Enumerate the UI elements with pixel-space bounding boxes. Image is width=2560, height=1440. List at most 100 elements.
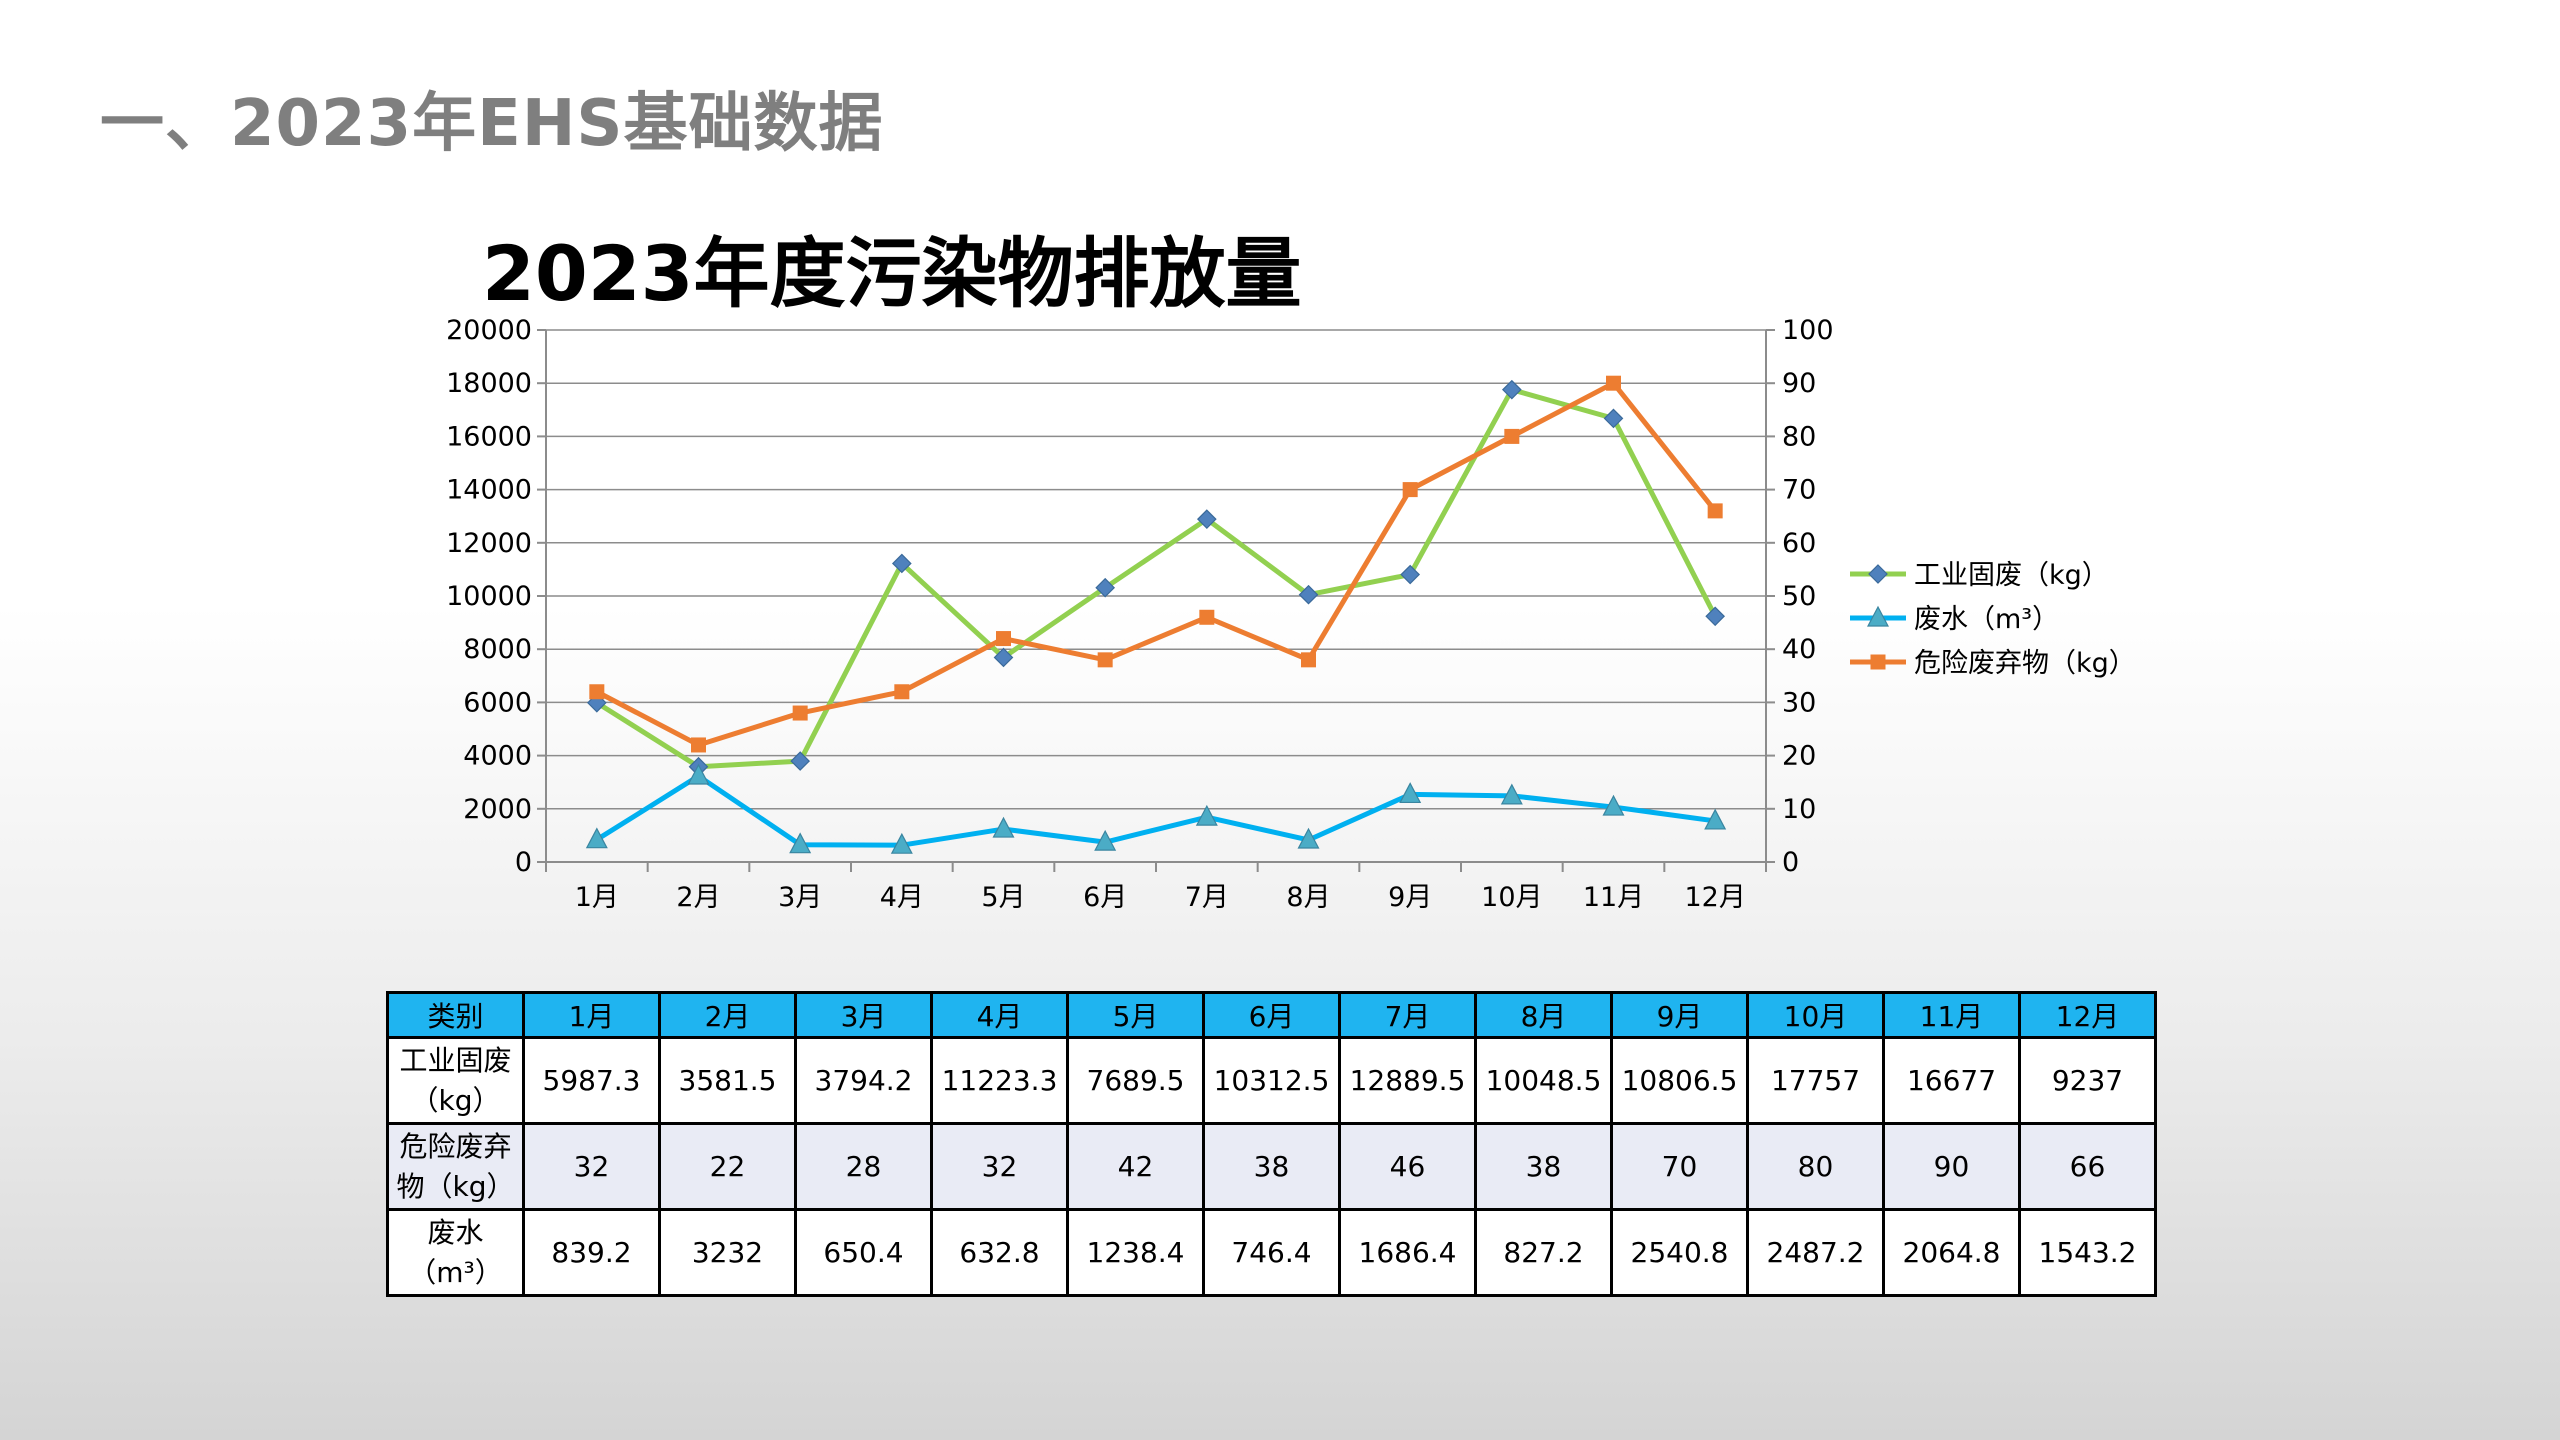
y-left-tick-label: 18000 bbox=[446, 368, 532, 399]
y-left-tick-label: 16000 bbox=[446, 421, 532, 452]
legend-marker bbox=[1870, 654, 1886, 670]
header-month: 6月 bbox=[1202, 991, 1341, 1039]
data-point bbox=[1606, 375, 1621, 391]
data-point bbox=[1707, 503, 1723, 519]
y-right-tick-label: 30 bbox=[1782, 687, 1816, 718]
header-month: 10月 bbox=[1746, 991, 1885, 1039]
table-cell: 10048.5 bbox=[1474, 1036, 1613, 1125]
header-month: 2月 bbox=[658, 991, 797, 1039]
y-left-tick-label: 20000 bbox=[446, 315, 532, 346]
data-point bbox=[789, 832, 812, 854]
series-line bbox=[595, 380, 1718, 748]
data-point bbox=[589, 684, 605, 700]
data-point bbox=[1195, 804, 1218, 826]
data-point bbox=[1196, 509, 1217, 529]
x-tick-label: 12月 bbox=[1684, 882, 1745, 913]
y-right-tick-label: 100 bbox=[1782, 315, 1834, 346]
table-cell: 70 bbox=[1610, 1122, 1749, 1211]
table-cell: 2487.2 bbox=[1746, 1208, 1885, 1297]
x-tick-label: 4月 bbox=[880, 882, 924, 913]
data-point bbox=[1399, 782, 1422, 804]
y-left-tick-label: 6000 bbox=[463, 687, 532, 718]
x-tick-label: 8月 bbox=[1286, 882, 1330, 913]
header-category: 类别 bbox=[386, 991, 525, 1039]
table-cell: 1238.4 bbox=[1066, 1208, 1205, 1297]
x-tick-label: 11月 bbox=[1583, 882, 1644, 913]
data-point bbox=[1602, 794, 1625, 816]
table-cell: 2540.8 bbox=[1610, 1208, 1749, 1297]
data-point bbox=[1500, 783, 1523, 805]
data-point bbox=[1298, 584, 1319, 605]
legend-entry: 危险废弃物（kg） bbox=[1914, 648, 2136, 679]
table-cell: 38 bbox=[1202, 1122, 1341, 1211]
data-point bbox=[891, 553, 912, 574]
table-row: 危险废弃 物（kg） 32 22 28 32 42 38 46 38 70 80 90 66 bbox=[386, 1122, 2157, 1211]
table-cell: 9237 bbox=[2018, 1036, 2157, 1125]
x-tick-label: 5月 bbox=[981, 882, 1025, 913]
table-cell: 22 bbox=[658, 1122, 797, 1211]
table-cell: 11223.3 bbox=[930, 1036, 1069, 1125]
data-point bbox=[1097, 652, 1113, 668]
data-point bbox=[1402, 482, 1418, 498]
data-point bbox=[993, 647, 1014, 668]
table-cell: 32 bbox=[522, 1122, 661, 1211]
legend-entry: 工业固废（kg） bbox=[1914, 560, 2109, 591]
table-cell: 46 bbox=[1338, 1122, 1477, 1211]
y-right-tick-label: 80 bbox=[1782, 421, 1816, 452]
row-label-line: （kg） bbox=[410, 1083, 501, 1117]
y-left-tick-label: 2000 bbox=[463, 794, 532, 825]
table-cell: 38 bbox=[1474, 1122, 1613, 1211]
chart-title: 2023年度污染物排放量 bbox=[482, 229, 1302, 318]
x-tick-label: 3月 bbox=[778, 882, 822, 913]
table-cell: 746.4 bbox=[1202, 1208, 1341, 1297]
y-right-tick-label: 0 bbox=[1782, 847, 1799, 878]
table-cell: 66 bbox=[2018, 1122, 2157, 1211]
y-left-tick-label: 4000 bbox=[463, 741, 532, 772]
table-cell: 1686.4 bbox=[1338, 1208, 1477, 1297]
table-cell: 80 bbox=[1746, 1122, 1885, 1211]
y-left-tick-label: 0 bbox=[515, 847, 532, 878]
data-table: 类别 1月 2月 3月 4月 5月 6月 7月 8月 9月 10月 11月 12月 工业固废 （kg） 59… bbox=[386, 991, 2157, 1297]
table-cell: 632.8 bbox=[930, 1208, 1069, 1297]
header-month: 8月 bbox=[1474, 991, 1613, 1039]
row-label: 工业固废 （kg） bbox=[386, 1036, 525, 1125]
table-cell: 10806.5 bbox=[1610, 1036, 1749, 1125]
x-tick-label: 1月 bbox=[575, 882, 619, 913]
y-left-tick-label: 14000 bbox=[446, 475, 532, 506]
row-label-line: 物（kg） bbox=[396, 1169, 515, 1203]
table-cell: 5987.3 bbox=[522, 1036, 661, 1125]
legend-marker bbox=[1868, 564, 1888, 584]
table-row: 工业固废 （kg） 5987.3 3581.5 3794.2 11223.3 7689.5 1… bbox=[386, 1036, 2157, 1125]
data-point bbox=[894, 684, 910, 700]
row-label: 危险废弃 物（kg） bbox=[386, 1122, 525, 1211]
data-point bbox=[996, 631, 1011, 647]
x-tick-label: 9月 bbox=[1388, 882, 1432, 913]
line-chart: 0 2000 4000 6000 8000 10000 12000 14000 16000 180… bbox=[446, 315, 2136, 913]
table-cell: 90 bbox=[1882, 1122, 2021, 1211]
row-label-line: 工业固废 bbox=[399, 1043, 512, 1077]
slide-title: 一、2023年EHS基础数据 bbox=[100, 87, 884, 161]
data-point bbox=[1301, 652, 1316, 668]
table-cell: 3794.2 bbox=[794, 1036, 933, 1125]
header-month: 1月 bbox=[522, 991, 661, 1039]
table-cell: 12889.5 bbox=[1338, 1036, 1477, 1125]
row-label: 废水（m³） bbox=[386, 1208, 525, 1297]
table-cell: 827.2 bbox=[1474, 1208, 1613, 1297]
y-left-tick-label: 12000 bbox=[446, 528, 532, 559]
y-right-tick-label: 40 bbox=[1782, 634, 1816, 665]
table-cell: 10312.5 bbox=[1202, 1036, 1341, 1125]
header-month: 9月 bbox=[1610, 991, 1749, 1039]
table-row: 废水（m³） 839.2 3232 650.4 632.8 1238.4 746.4 1686… bbox=[386, 1208, 2157, 1297]
data-point bbox=[1095, 577, 1116, 598]
y-right-tick-label: 20 bbox=[1782, 741, 1816, 772]
data-point bbox=[1400, 564, 1421, 585]
table-cell: 3581.5 bbox=[658, 1036, 797, 1125]
legend-marker bbox=[1867, 605, 1889, 627]
data-point bbox=[691, 737, 706, 753]
y-right-tick-label: 10 bbox=[1782, 794, 1816, 825]
table-cell: 7689.5 bbox=[1066, 1036, 1205, 1125]
y-right-tick-label: 70 bbox=[1782, 475, 1816, 506]
header-month: 3月 bbox=[794, 991, 933, 1039]
table-cell: 650.4 bbox=[794, 1208, 933, 1297]
table-cell: 32 bbox=[930, 1122, 1069, 1211]
